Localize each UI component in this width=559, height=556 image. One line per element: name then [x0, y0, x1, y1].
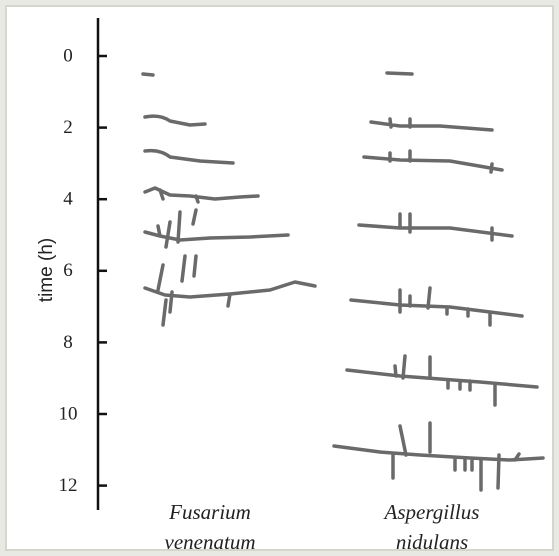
species-genus: Aspergillus [383, 500, 480, 524]
fusarium-hyphae [141, 72, 317, 327]
tick-label: 8 [63, 332, 73, 353]
species-epithet: venenatum [165, 530, 256, 554]
tick-label: 10 [59, 403, 78, 424]
tick-label: 12 [59, 475, 78, 496]
tick-label: 6 [63, 260, 73, 281]
tick-label: 2 [63, 117, 73, 138]
axis-label: time (h) [36, 238, 57, 302]
tick-label: 0 [63, 45, 73, 66]
tick-label: 4 [63, 189, 73, 210]
aspergillus-hyphae [332, 71, 545, 492]
species-epithet: nidulans [396, 530, 468, 554]
species-genus: Fusarium [168, 500, 251, 524]
